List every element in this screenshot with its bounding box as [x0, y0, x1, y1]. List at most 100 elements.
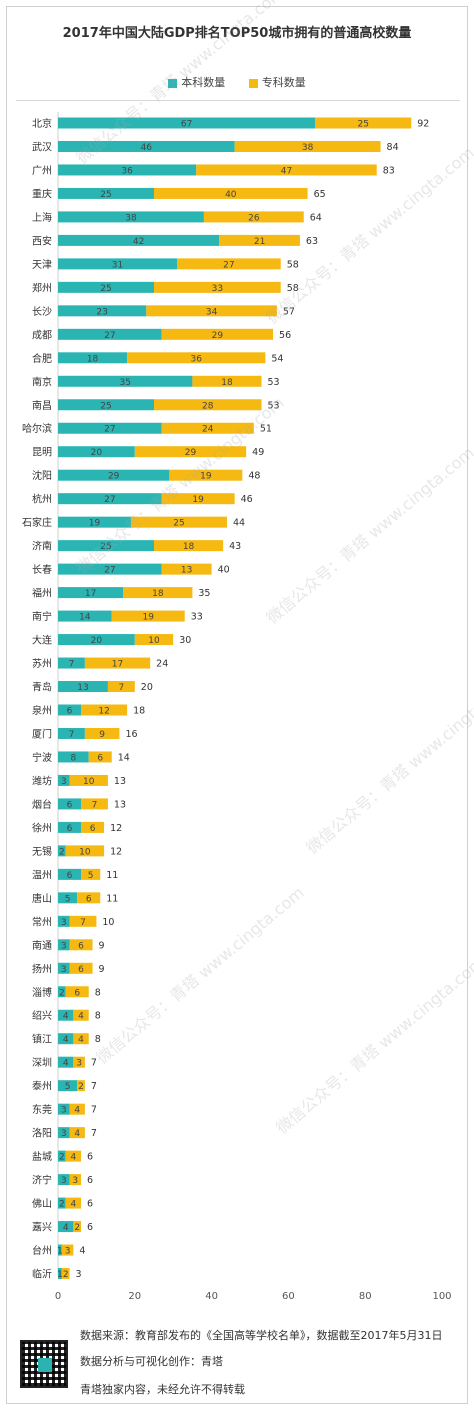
bar-college: [81, 704, 128, 716]
bar-bachelor: [58, 704, 82, 716]
bar-bachelor: [58, 727, 85, 739]
chart-title: 2017年中国大陆GDP排名TOP50城市拥有的普通高校数量: [62, 26, 412, 41]
bar-college: [219, 234, 300, 246]
data-label-college: 4: [78, 1035, 84, 1045]
category-label: 昆明: [32, 447, 52, 459]
bar-college: [84, 657, 151, 669]
data-label-total: 63: [306, 236, 318, 247]
data-label-bachelor: 4: [63, 1223, 69, 1233]
data-label-bachelor: 20: [91, 448, 103, 458]
category-label: 北京: [32, 117, 52, 130]
bar-college: [69, 962, 93, 974]
data-label-bachelor: 25: [100, 401, 111, 411]
data-label-total: 33: [191, 612, 203, 623]
data-label-bachelor: 27: [104, 331, 115, 341]
data-label-college: 19: [200, 472, 212, 482]
data-label-college: 6: [97, 753, 103, 763]
bar-bachelor: [58, 493, 162, 505]
data-label-total: 40: [218, 565, 230, 576]
bar-college: [84, 727, 120, 739]
data-label-total: 7: [91, 1058, 97, 1069]
category-label: 温州: [32, 869, 52, 881]
data-label-college: 4: [78, 1012, 84, 1022]
data-label-bachelor: 3: [61, 965, 67, 975]
data-label-bachelor: 3: [61, 1176, 67, 1186]
data-label-bachelor: 5: [65, 1082, 71, 1092]
data-label-bachelor: 31: [112, 260, 123, 270]
data-label-bachelor: 14: [79, 613, 91, 623]
data-label-bachelor: 1: [57, 1270, 63, 1280]
category-label: 长春: [32, 564, 52, 576]
category-label: 无锡: [32, 845, 52, 858]
bar-bachelor: [58, 915, 70, 927]
data-label-bachelor: 25: [100, 190, 111, 200]
data-label-total: 53: [268, 400, 280, 411]
data-label-bachelor: 18: [87, 354, 99, 364]
data-label-college: 7: [80, 918, 86, 928]
bar-college: [65, 845, 105, 857]
bar-college: [134, 446, 247, 458]
footer-author: 数据分析与可视化创作：青塔: [80, 1355, 223, 1368]
data-label-bachelor: 1: [57, 1247, 63, 1257]
category-label: 哈尔滨: [22, 422, 52, 435]
data-label-total: 11: [106, 870, 118, 881]
data-label-total: 8: [95, 987, 101, 998]
data-label-college: 2: [74, 1223, 80, 1233]
data-label-college: 2: [78, 1082, 84, 1092]
bar-bachelor: [58, 962, 70, 974]
category-label: 盐城: [32, 1150, 52, 1163]
data-label-college: 6: [90, 824, 96, 834]
bar-bachelor: [58, 868, 82, 880]
category-label: 厦门: [32, 727, 52, 740]
bar-college: [69, 939, 93, 951]
data-label-total: 6: [87, 1152, 93, 1163]
data-label-bachelor: 3: [61, 918, 67, 928]
data-label-college: 47: [281, 166, 292, 176]
category-label: 烟台: [32, 798, 52, 811]
data-label-college: 2: [63, 1270, 69, 1280]
bar-bachelor: [58, 1268, 62, 1280]
data-label-bachelor: 27: [104, 566, 115, 576]
data-label-bachelor: 36: [121, 166, 133, 176]
data-label-college: 28: [202, 401, 214, 411]
bar-college: [69, 1174, 82, 1186]
bar-bachelor: [58, 986, 66, 998]
category-label: 潍坊: [32, 774, 52, 787]
bar-bachelor: [58, 281, 154, 293]
category-label: 淄博: [32, 986, 52, 999]
bar-bachelor: [58, 328, 162, 340]
bar-college: [127, 352, 266, 364]
x-tick-label: 60: [282, 1291, 295, 1302]
bar-bachelor: [58, 446, 135, 458]
data-label-bachelor: 5: [65, 894, 71, 904]
bar-bachelor: [58, 375, 193, 387]
category-label: 唐山: [32, 892, 52, 905]
bar-college: [134, 634, 174, 646]
data-label-total: 9: [99, 940, 105, 951]
bar-college: [69, 1103, 85, 1115]
data-label-total: 24: [156, 659, 168, 670]
category-label: 青岛: [32, 681, 52, 694]
category-label: 扬州: [32, 962, 52, 975]
category-label: 重庆: [32, 187, 52, 200]
data-label-college: 6: [74, 988, 80, 998]
legend: 本科数量 专科数量: [0, 74, 474, 90]
data-label-total: 64: [310, 212, 322, 223]
category-label: 洛阳: [32, 1127, 52, 1140]
category-label: 深圳: [32, 1057, 52, 1069]
data-label-bachelor: 27: [104, 495, 115, 505]
bar-college: [65, 1197, 82, 1209]
data-label-college: 29: [185, 448, 197, 458]
data-label-total: 8: [95, 1034, 101, 1045]
data-label-total: 35: [198, 588, 210, 599]
x-tick-label: 100: [432, 1291, 451, 1302]
data-label-total: 13: [114, 799, 126, 810]
data-label-college: 3: [65, 1247, 71, 1257]
data-label-bachelor: 3: [61, 1106, 67, 1116]
bar-bachelor: [58, 1127, 70, 1139]
legend-swatch-college: [248, 78, 258, 88]
data-label-college: 17: [112, 660, 123, 670]
bar-bachelor: [58, 1080, 78, 1092]
data-label-total: 49: [252, 447, 264, 458]
data-label-college: 18: [183, 542, 195, 552]
